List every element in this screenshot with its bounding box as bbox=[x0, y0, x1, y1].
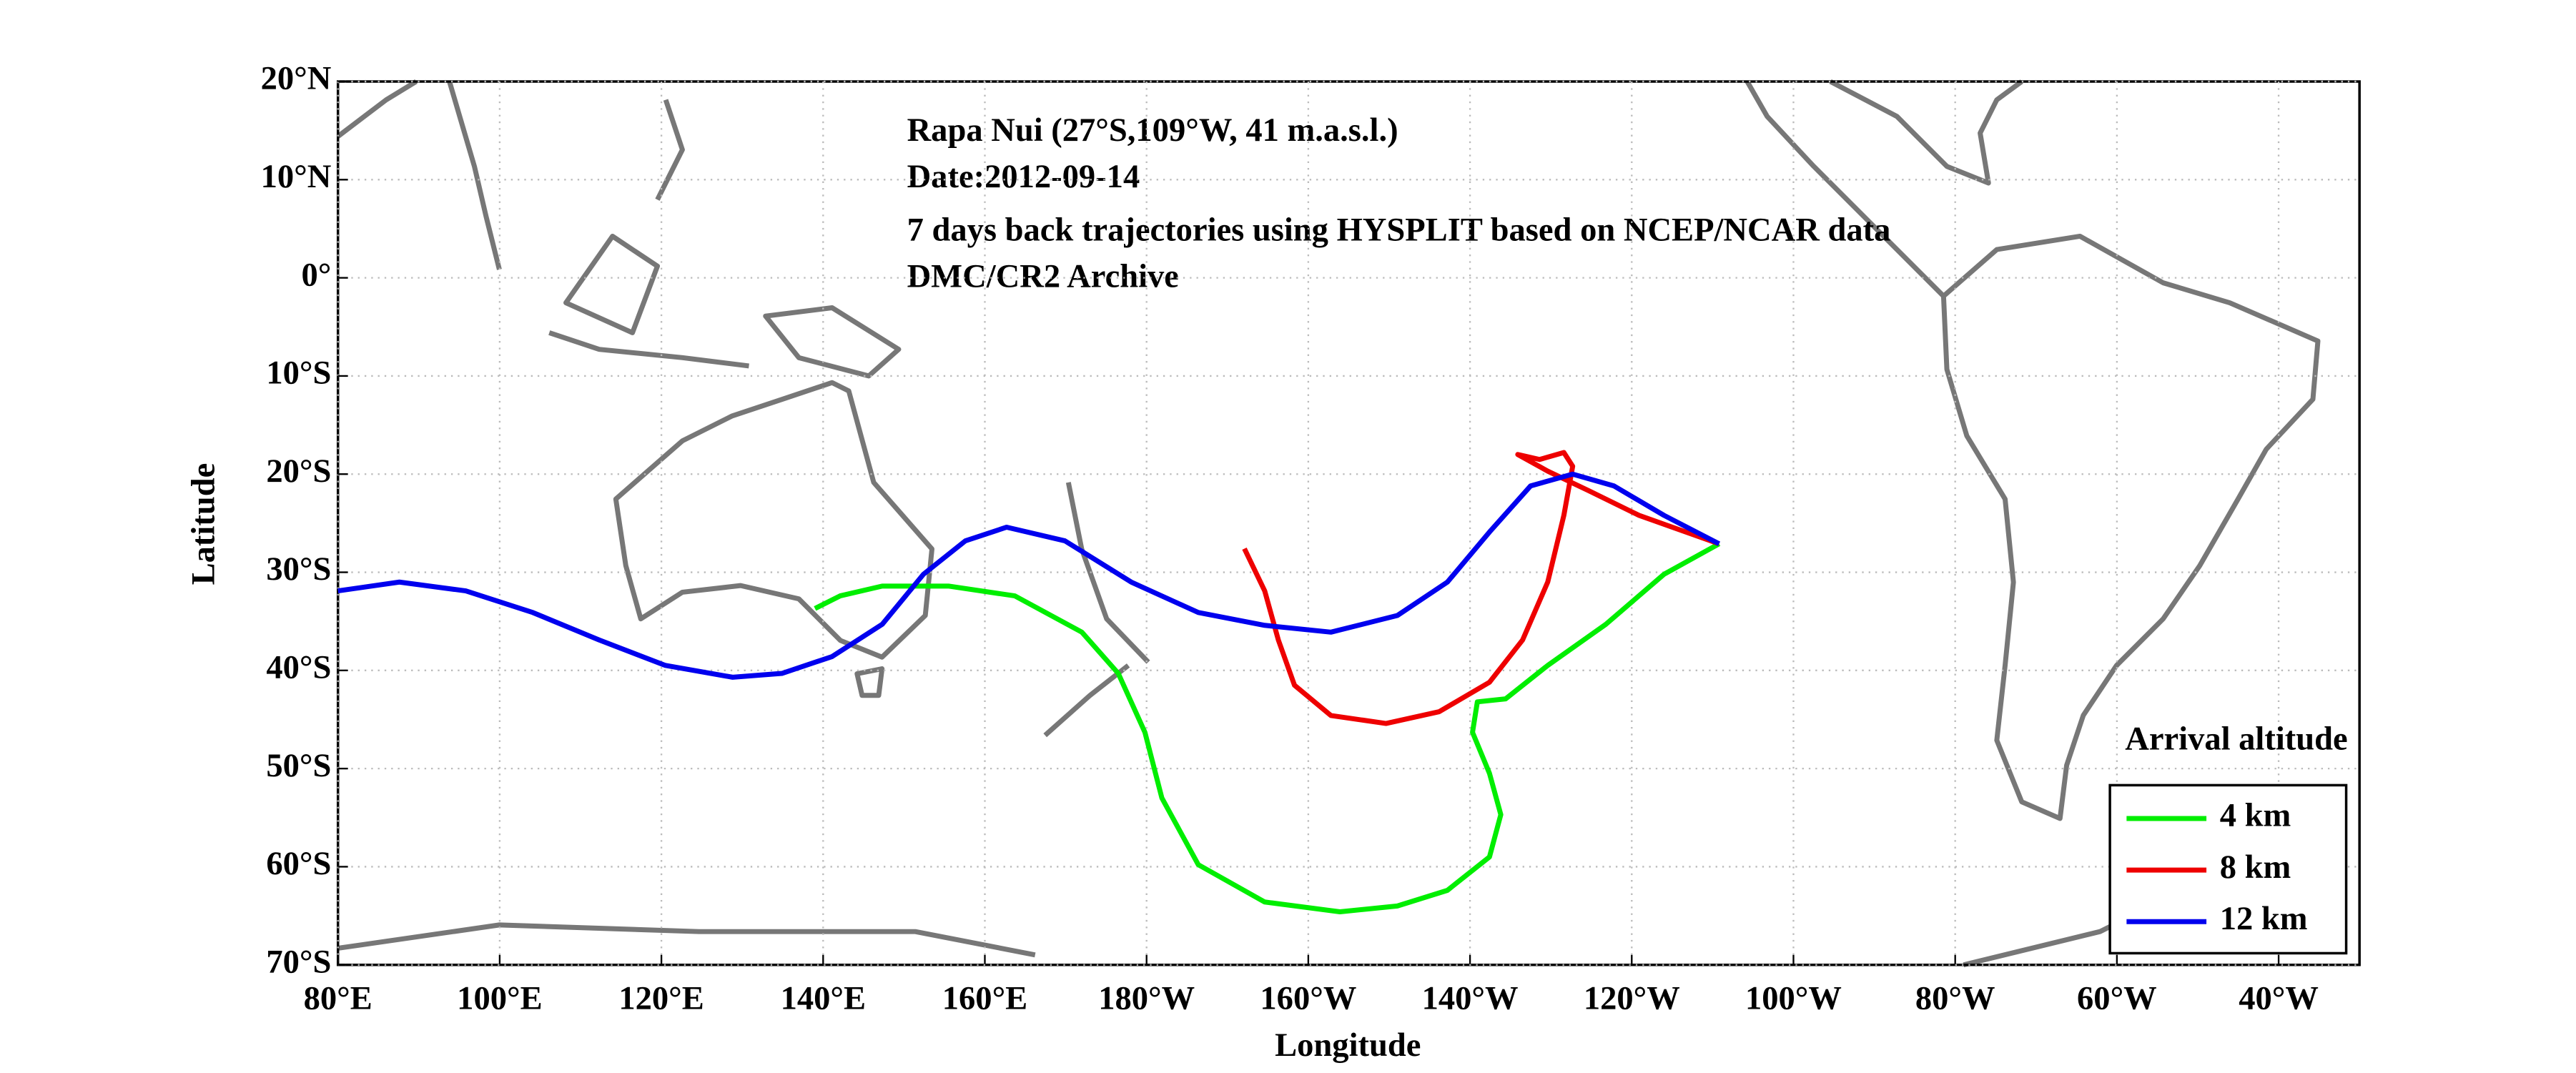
x-tick-label: 180°W bbox=[1098, 981, 1195, 1017]
x-tick-label: 140°E bbox=[781, 981, 866, 1017]
legend-label: 12 km bbox=[2220, 901, 2308, 937]
legend-title: Arrival altitude bbox=[2125, 721, 2347, 758]
x-tick-label: 60°W bbox=[2077, 981, 2157, 1017]
annotation: 7 days back trajectories using HYSPLIT b… bbox=[907, 212, 1891, 248]
annotation: DMC/CR2 Archive bbox=[907, 259, 1179, 295]
y-tick-label: 50°S bbox=[266, 748, 331, 784]
south-america bbox=[1745, 80, 2321, 821]
y-axis-label: Latitude bbox=[186, 463, 222, 585]
x-tick-label: 160°W bbox=[1260, 981, 1356, 1017]
tasmania bbox=[854, 666, 885, 698]
australia bbox=[613, 380, 934, 660]
antarctica bbox=[337, 904, 2151, 968]
y-tick-label: 40°S bbox=[266, 650, 331, 686]
y-tick-label: 70°S bbox=[266, 944, 331, 980]
trajectory-line bbox=[814, 541, 1721, 914]
y-tick-label: 10°S bbox=[266, 355, 331, 392]
y-tick-label: 30°S bbox=[266, 551, 331, 588]
asia bbox=[336, 79, 902, 379]
legend-label: 8 km bbox=[2220, 849, 2291, 886]
x-tick-label: 80°W bbox=[1915, 981, 1995, 1017]
north-america bbox=[1829, 79, 2023, 186]
coastlines bbox=[336, 79, 2321, 968]
x-tick-label: 120°W bbox=[1584, 981, 1680, 1017]
x-tick-label: 140°W bbox=[1422, 981, 1519, 1017]
legend-label: 4 km bbox=[2220, 798, 2291, 834]
annotation: Rapa Nui (27°S,109°W, 41 m.a.s.l.) bbox=[907, 112, 1398, 149]
y-tick-label: 0° bbox=[302, 257, 332, 293]
annotation: Date:2012-09-14 bbox=[907, 159, 1140, 195]
x-tick-label: 100°W bbox=[1745, 981, 1842, 1017]
y-tick-label: 20°S bbox=[266, 453, 331, 490]
y-tick-label: 60°S bbox=[266, 846, 331, 882]
x-tick-label: 160°E bbox=[942, 981, 1027, 1017]
x-tick-label: 80°E bbox=[304, 981, 372, 1017]
x-tick-label: 40°W bbox=[2239, 981, 2319, 1017]
x-tick-label: 120°E bbox=[618, 981, 704, 1017]
x-tick-label: 100°E bbox=[457, 981, 542, 1017]
new-zealand bbox=[1043, 482, 1150, 738]
y-tick-label: 20°N bbox=[261, 61, 332, 97]
trajectory-line bbox=[1242, 450, 1720, 726]
plot-frame bbox=[336, 80, 2361, 966]
y-tick-label: 10°N bbox=[261, 159, 332, 195]
trajectory-line bbox=[337, 471, 1721, 680]
x-axis-label: Longitude bbox=[1275, 1027, 1421, 1064]
